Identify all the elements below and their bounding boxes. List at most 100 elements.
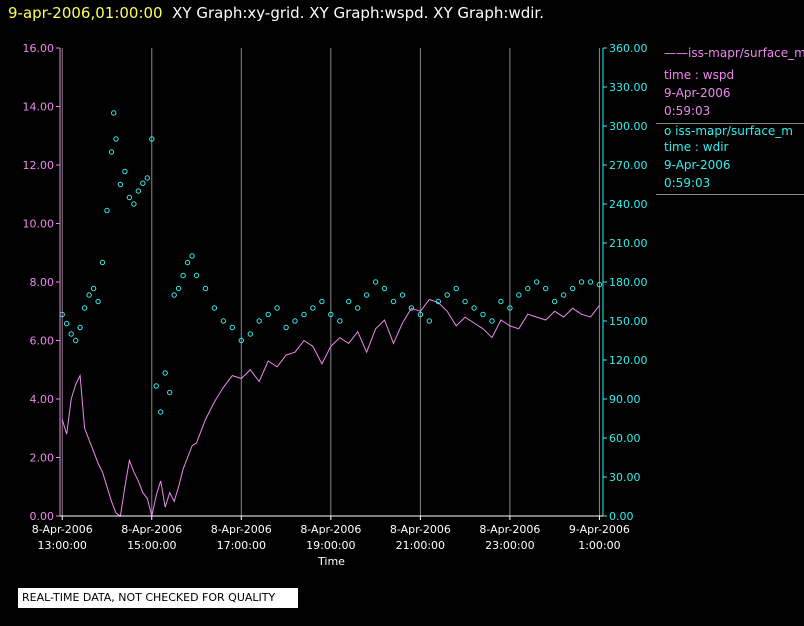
wdir-point	[113, 136, 119, 142]
wdir-point	[104, 207, 110, 214]
x-tick-time: 15:00:00	[127, 539, 176, 552]
left-tick-label: 4.00	[30, 393, 55, 406]
wdir-point	[73, 337, 79, 344]
wdir-point	[140, 180, 146, 186]
wdir-point	[117, 181, 124, 188]
wdir-point	[444, 292, 450, 298]
wdir-point	[126, 194, 133, 201]
left-tick-label: 10.00	[23, 218, 55, 231]
wdir-point	[122, 168, 128, 175]
right-tick-label: 210.00	[609, 237, 648, 250]
wdir-point	[184, 259, 191, 266]
wdir-point	[301, 311, 307, 318]
right-tick-label: 120.00	[609, 354, 648, 367]
wdir-point	[111, 110, 117, 116]
wdir-point	[90, 285, 97, 292]
tick-labels: 0.00 2.00 4.00 6.00 8.00 10.00 12.00 14.00 16.00…	[23, 42, 648, 568]
wdir-point	[516, 292, 522, 298]
x-tick-date: 8-Apr-2006	[300, 523, 361, 536]
wdir-point	[552, 298, 558, 305]
wdir-point	[171, 292, 177, 298]
wdir-series	[59, 110, 603, 415]
wdir-point	[417, 311, 424, 318]
left-tick-label: 2.00	[30, 452, 55, 465]
wdir-point	[453, 285, 459, 292]
header-date: 9-apr-2006,01:00:00	[8, 4, 163, 22]
wdir-point	[363, 292, 370, 298]
left-tick-label: 6.00	[30, 335, 55, 348]
header-titles: XY Graph:xy-grid. XY Graph:wspd. XY Grap…	[172, 4, 544, 22]
wdir-point	[68, 331, 74, 337]
wdir-point	[596, 281, 603, 288]
wdir-point	[426, 318, 432, 324]
legend: ——iss-mapr/surface_m time : wspd 9-Apr-2…	[656, 44, 804, 196]
wdir-point	[399, 292, 406, 298]
right-tick-label: 330.00	[609, 81, 648, 94]
wdir-point	[99, 259, 106, 266]
wdir-point	[162, 370, 168, 376]
wdir-point	[247, 331, 254, 337]
left-tick-label: 8.00	[30, 276, 55, 289]
legend-separator-bottom	[656, 194, 804, 195]
wdir-point	[189, 253, 195, 259]
wdir-point	[153, 383, 159, 389]
wdir-point	[328, 311, 334, 318]
right-tick-label: 240.00	[609, 198, 648, 211]
wdir-point	[180, 272, 186, 279]
wdir-point	[131, 201, 137, 207]
wdir-point	[498, 298, 504, 305]
wdir-point	[238, 337, 245, 344]
wdir-point	[310, 305, 316, 311]
wdir-point	[578, 279, 585, 285]
right-tick-label: 30.00	[609, 471, 641, 484]
x-tick-time: 13:00:00	[38, 539, 87, 552]
wdir-point	[265, 311, 271, 318]
wdir-point	[525, 285, 531, 292]
wdir-point	[355, 305, 361, 311]
wdir-point	[283, 324, 289, 331]
legend-wspd-name: ——iss-mapr/surface_m	[664, 46, 804, 60]
wdir-point	[77, 324, 83, 331]
right-tick-label: 270.00	[609, 159, 648, 172]
right-tick-label: 300.00	[609, 120, 648, 133]
right-tick-label: 0.00	[609, 510, 634, 523]
wdir-point	[292, 318, 298, 324]
right-tick-label: 150.00	[609, 315, 648, 328]
wdir-point	[489, 318, 495, 324]
wdir-point	[534, 279, 540, 285]
vertical-grid	[61, 48, 600, 516]
x-axis-label: Time	[317, 555, 345, 568]
wdir-point	[229, 324, 236, 331]
chart-header: 9-apr-2006,01:00:00 XY Graph:xy-grid. XY…	[8, 4, 544, 22]
legend-wspd-line2: 9-Apr-2006	[664, 86, 731, 100]
x-tick-time: 23:00:00	[485, 539, 534, 552]
legend-marker-icon: o	[664, 124, 676, 138]
wdir-point	[274, 305, 280, 311]
legend-wdir-line1: time : wdir	[664, 140, 729, 154]
wdir-point	[507, 305, 513, 311]
left-tick-label: 14.00	[23, 101, 55, 114]
wdir-point	[381, 285, 388, 292]
wdir-point	[175, 285, 182, 292]
wdir-point	[95, 298, 101, 305]
wdir-point	[408, 305, 415, 311]
wdir-point	[135, 188, 142, 194]
wdir-point	[587, 279, 594, 285]
x-tick-date: 8-Apr-2006	[479, 523, 540, 536]
wdir-point	[64, 320, 70, 327]
wdir-point	[337, 318, 343, 324]
wspd-line	[61, 298, 600, 517]
wdir-point	[108, 149, 115, 155]
wdir-point	[144, 175, 151, 181]
wdir-point	[167, 389, 173, 396]
x-tick-date: 8-Apr-2006	[390, 523, 451, 536]
axes	[56, 47, 607, 520]
wdir-point	[256, 318, 262, 324]
wdir-point	[149, 136, 155, 142]
left-tick-label: 12.00	[23, 159, 55, 172]
x-tick-time: 17:00:00	[217, 539, 266, 552]
legend-separator	[656, 123, 804, 124]
wdir-point	[480, 311, 486, 318]
wdir-point	[220, 318, 227, 324]
